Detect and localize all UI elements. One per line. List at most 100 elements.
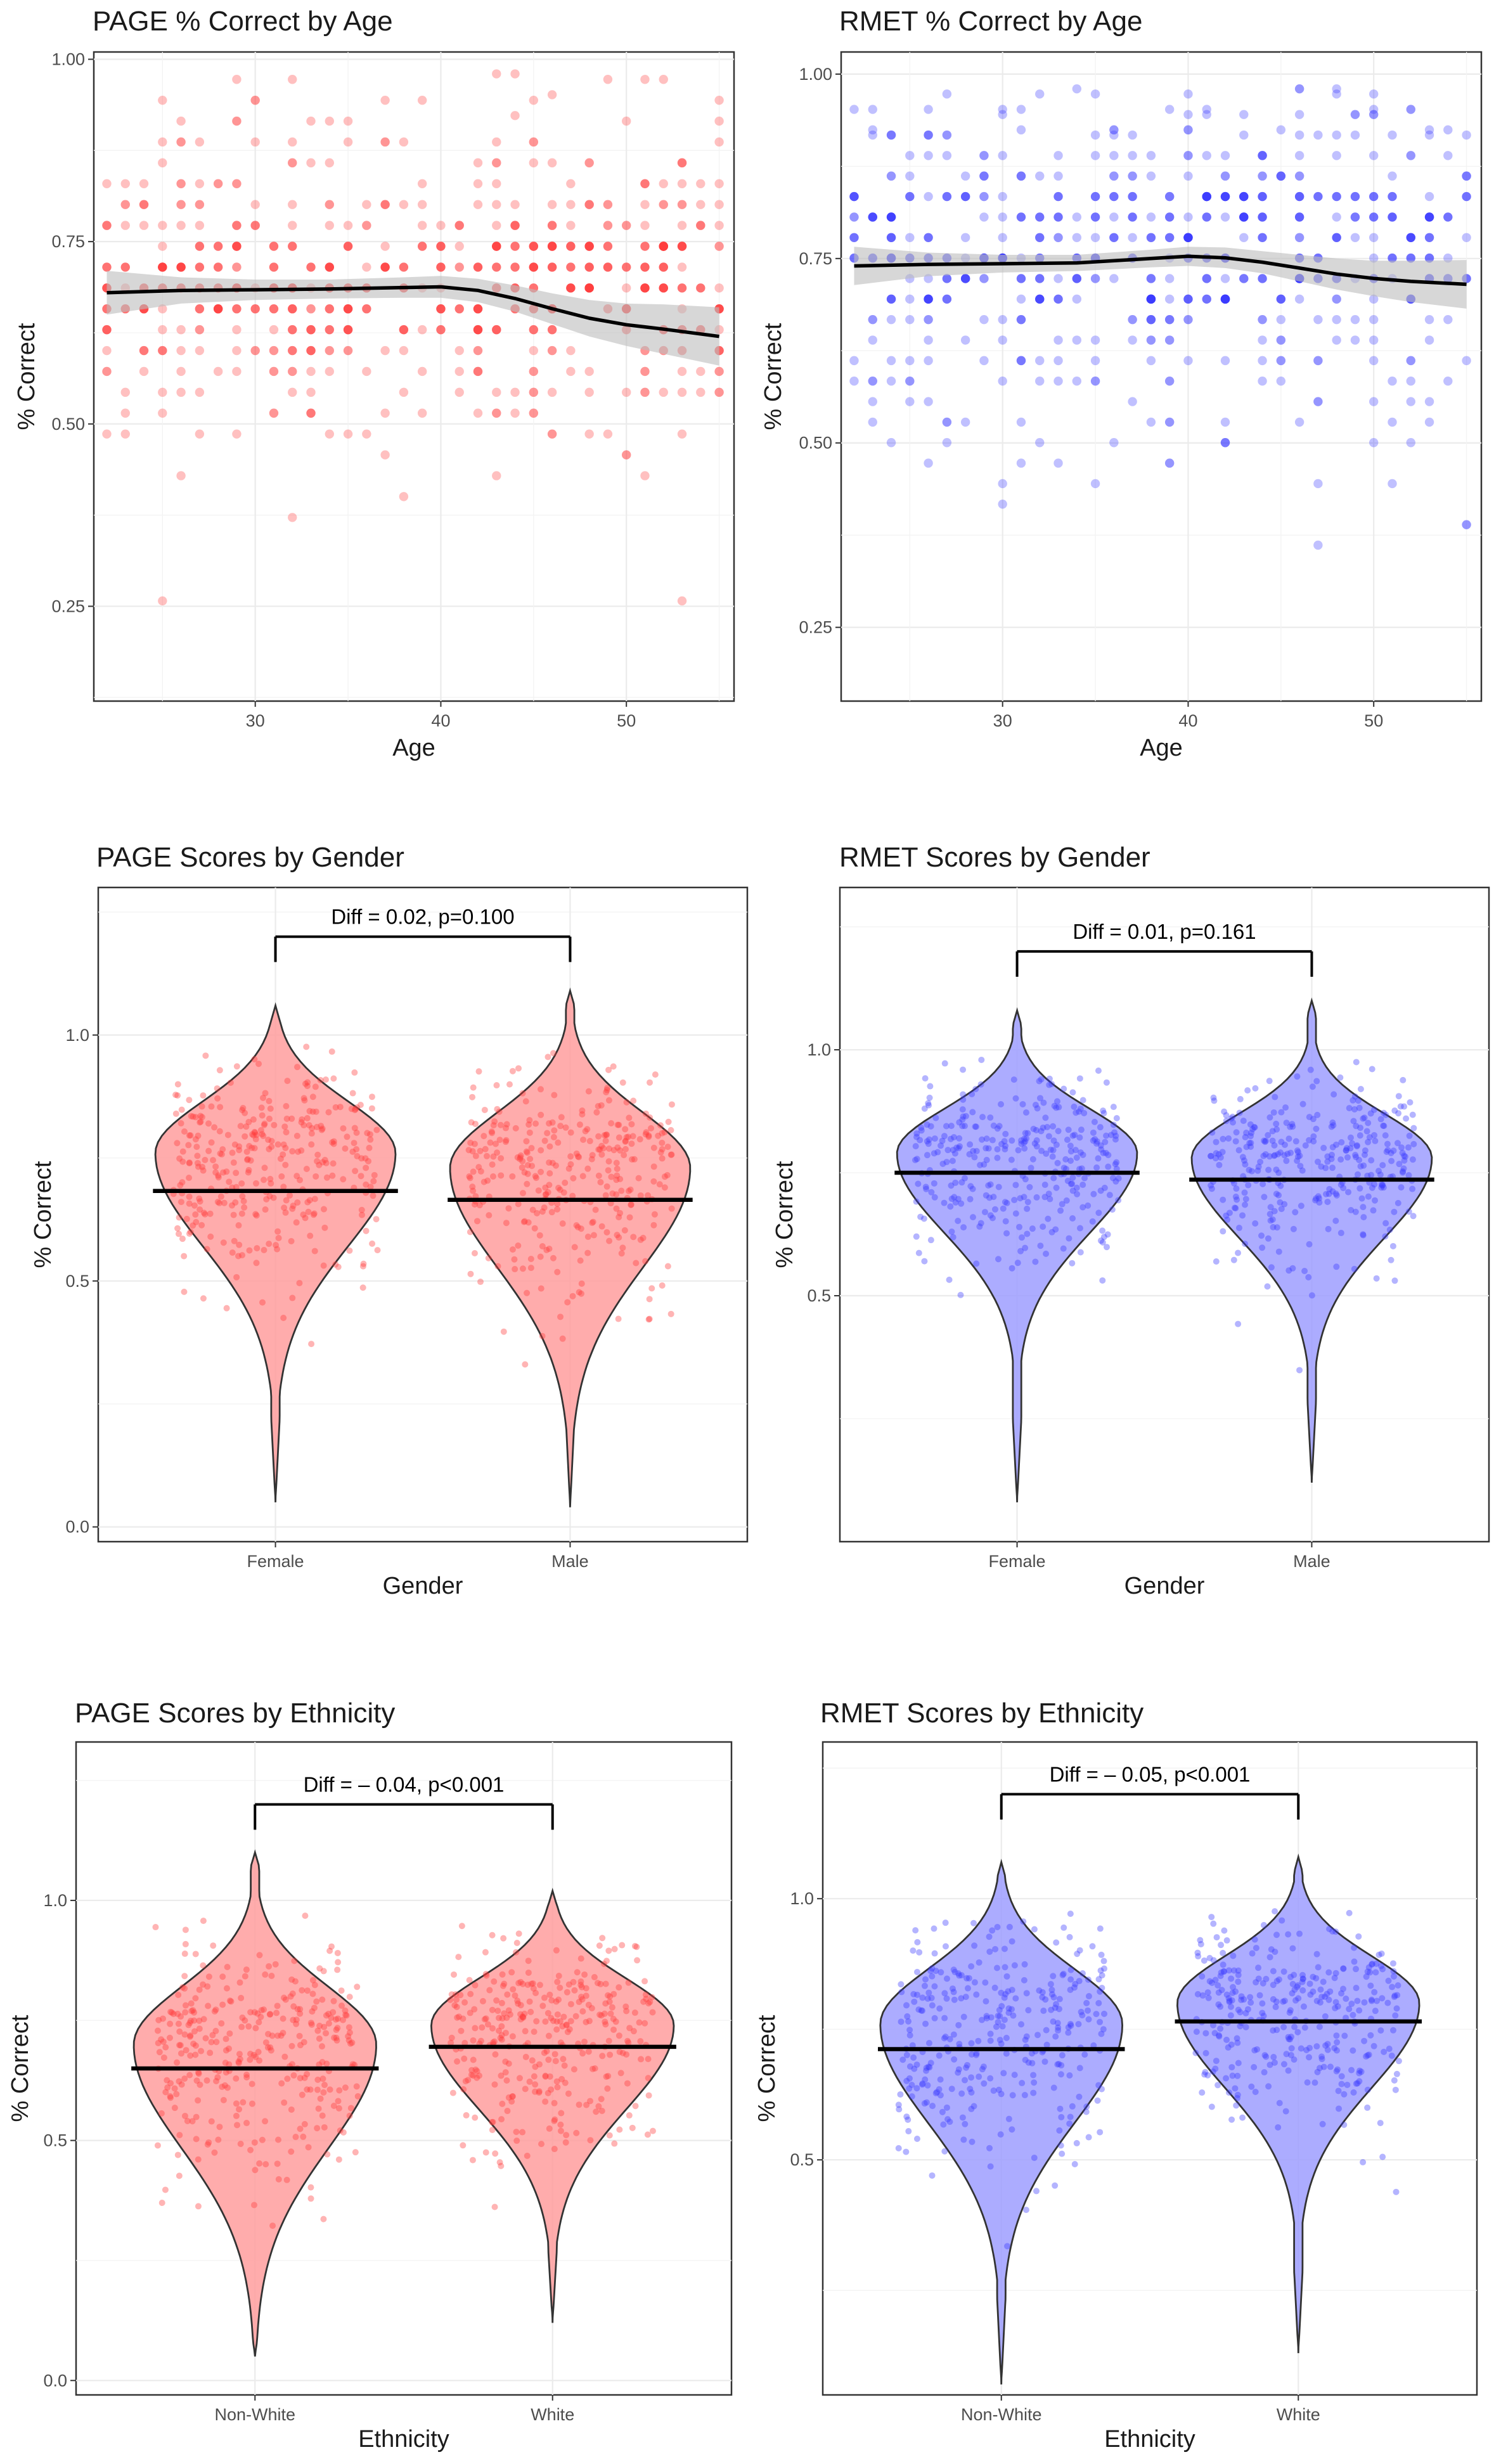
data-point bbox=[244, 1156, 251, 1163]
data-point bbox=[1050, 2084, 1057, 2091]
data-point bbox=[979, 212, 989, 222]
data-point bbox=[1298, 2045, 1305, 2052]
data-point bbox=[343, 429, 353, 439]
data-point bbox=[229, 1249, 236, 1256]
data-point bbox=[1036, 1987, 1043, 1994]
data-point bbox=[1090, 89, 1100, 99]
data-point bbox=[212, 2006, 219, 2013]
significance-annotation: Diff = – 0.05, p<0.001 bbox=[1050, 1762, 1251, 1786]
data-point bbox=[1010, 2012, 1017, 2019]
data-point bbox=[1313, 2043, 1320, 2050]
data-point bbox=[1406, 438, 1415, 448]
data-point bbox=[186, 2020, 193, 2027]
data-point bbox=[508, 2098, 515, 2105]
data-point bbox=[1368, 1997, 1375, 2004]
data-point bbox=[571, 1987, 578, 1994]
data-point bbox=[1255, 1964, 1262, 1971]
data-point bbox=[260, 1132, 267, 1139]
data-point bbox=[677, 221, 687, 230]
data-point bbox=[204, 1983, 211, 1990]
data-point bbox=[1318, 2053, 1325, 2060]
data-point bbox=[232, 304, 242, 314]
data-point bbox=[510, 69, 520, 79]
data-point bbox=[365, 1158, 372, 1164]
data-point bbox=[278, 2080, 285, 2087]
data-point bbox=[498, 2023, 505, 2030]
data-point bbox=[102, 221, 112, 230]
data-point bbox=[1234, 2094, 1240, 2101]
data-point bbox=[547, 325, 557, 335]
data-point bbox=[1301, 1267, 1308, 1274]
data-point bbox=[498, 1155, 505, 1162]
data-point bbox=[566, 2026, 573, 2033]
data-point bbox=[306, 387, 316, 397]
data-point bbox=[325, 2020, 332, 2027]
data-point bbox=[1227, 2012, 1234, 2019]
data-point bbox=[195, 387, 205, 397]
data-point bbox=[514, 1154, 521, 1161]
data-point bbox=[174, 2059, 181, 2066]
data-point bbox=[1299, 1978, 1306, 1985]
data-point bbox=[1208, 1185, 1215, 1192]
data-point bbox=[562, 1124, 569, 1131]
data-point bbox=[973, 1147, 980, 1154]
data-point bbox=[1290, 1225, 1297, 1232]
data-point bbox=[224, 2084, 231, 2091]
data-point bbox=[941, 1990, 948, 1997]
data-point bbox=[969, 1109, 976, 1116]
data-point bbox=[1095, 1999, 1102, 2006]
data-point bbox=[574, 1969, 581, 1976]
data-point bbox=[354, 2093, 361, 2100]
data-point bbox=[1016, 314, 1026, 325]
data-point bbox=[1327, 1988, 1334, 1995]
data-point bbox=[921, 1258, 928, 1265]
y-tick-label: 0.25 bbox=[799, 618, 832, 637]
data-point bbox=[152, 1924, 159, 1931]
data-point bbox=[120, 179, 130, 188]
data-point bbox=[601, 1132, 608, 1138]
data-point bbox=[934, 1149, 941, 1156]
data-point bbox=[267, 1180, 274, 1187]
data-point bbox=[186, 2033, 193, 2040]
data-point bbox=[1333, 2068, 1340, 2075]
data-point bbox=[1105, 1152, 1112, 1159]
data-point bbox=[1353, 1154, 1360, 1161]
data-point bbox=[205, 1147, 212, 1154]
data-point bbox=[949, 1985, 956, 1992]
data-point bbox=[535, 1187, 542, 1194]
data-point bbox=[362, 1155, 369, 1162]
data-point bbox=[1288, 2045, 1295, 2052]
data-point bbox=[512, 1125, 519, 1132]
data-point bbox=[1314, 2068, 1321, 2075]
data-point bbox=[886, 171, 896, 181]
data-point bbox=[615, 2032, 622, 2039]
data-point bbox=[905, 377, 915, 386]
data-point bbox=[1390, 1973, 1397, 1980]
data-point bbox=[1060, 1970, 1067, 1977]
data-point bbox=[1369, 1184, 1375, 1191]
data-point bbox=[554, 1201, 561, 1208]
data-point bbox=[1052, 2004, 1059, 2011]
data-point bbox=[1285, 2034, 1292, 2041]
data-point bbox=[1239, 1154, 1246, 1161]
data-point bbox=[1276, 171, 1286, 181]
data-point bbox=[182, 2009, 189, 2016]
data-point bbox=[231, 1141, 238, 1148]
data-point bbox=[1273, 2027, 1280, 2034]
data-point bbox=[256, 1952, 263, 1959]
data-point bbox=[1378, 1181, 1385, 1188]
data-point bbox=[942, 438, 952, 448]
data-point bbox=[1072, 335, 1081, 345]
data-point bbox=[944, 2116, 951, 2123]
data-point bbox=[288, 242, 297, 251]
data-point bbox=[494, 2008, 501, 2015]
data-point bbox=[1377, 1171, 1384, 1178]
significance-annotation: Diff = 0.02, p=0.100 bbox=[331, 905, 514, 929]
data-point bbox=[306, 304, 316, 314]
data-point bbox=[532, 2081, 539, 2088]
data-point bbox=[318, 1126, 325, 1133]
data-point bbox=[243, 1123, 250, 1130]
data-point bbox=[1373, 1960, 1380, 1967]
data-point bbox=[557, 2018, 564, 2025]
data-point bbox=[308, 1341, 315, 1348]
